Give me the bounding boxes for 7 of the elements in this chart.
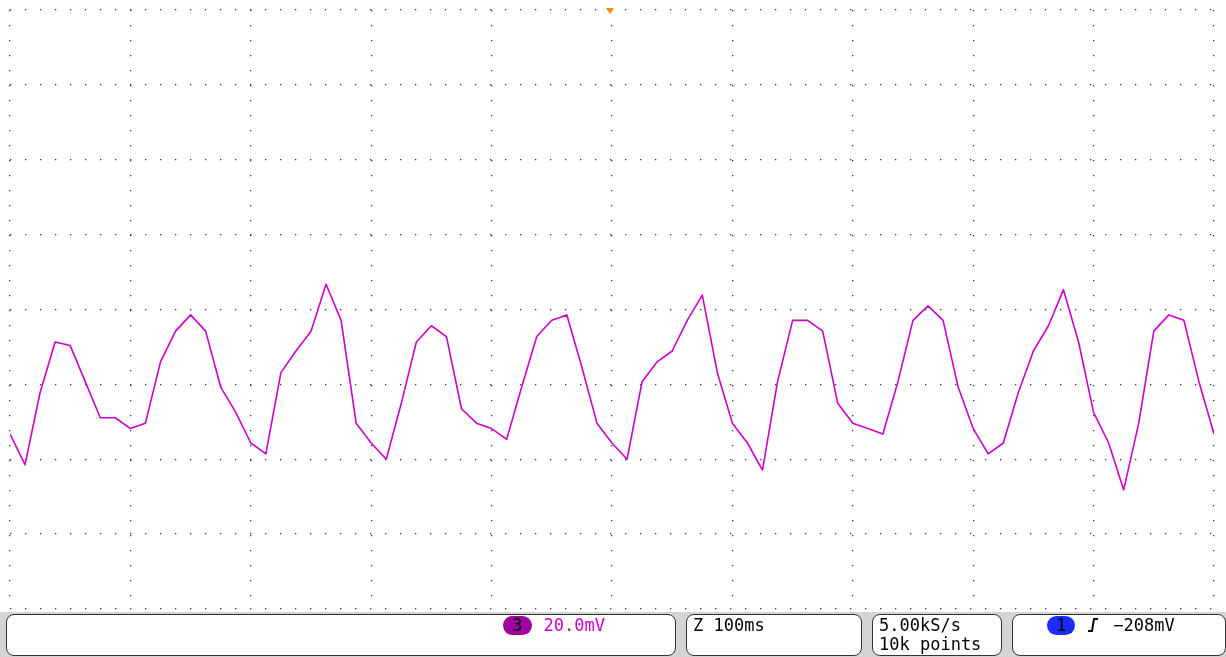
text: 5.00kS/s [879,615,961,635]
text: 1 [1047,615,1076,635]
text: −208mV [1113,615,1175,635]
text: 20.0mV [543,615,605,635]
text: 10k points [879,634,982,654]
text: 3 [503,615,532,635]
text: Z 100ms [693,615,765,635]
